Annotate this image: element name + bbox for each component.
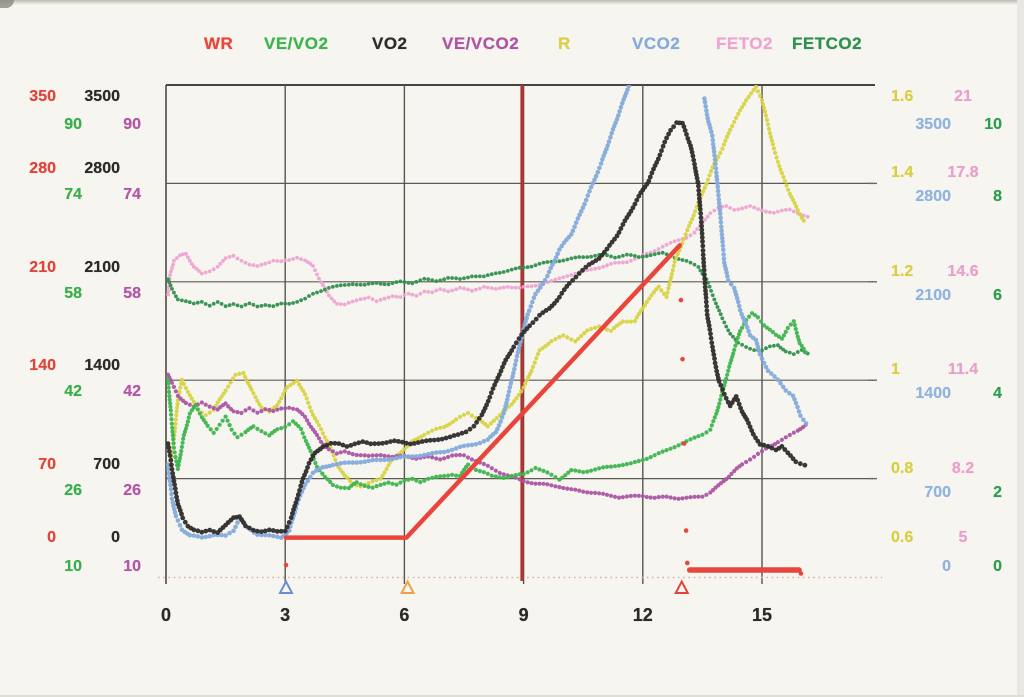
right-axis-tick-feto2: 5 xyxy=(958,529,968,546)
left-axis-tick-vevo2: 26 xyxy=(64,481,82,499)
series-wr xyxy=(283,243,804,576)
right-axis-tick-r: 1 xyxy=(891,361,900,379)
legend-item-wr: WR xyxy=(204,34,234,53)
series-fetco2 xyxy=(166,250,810,356)
legend-item-vo2: VO2 xyxy=(372,34,408,53)
scan-edge-shadow-bottom xyxy=(0,695,1024,697)
scan-edge-shadow-right xyxy=(1017,0,1024,697)
left-axis-tick-wr: 70 xyxy=(38,455,56,473)
series-feto2 xyxy=(166,204,810,307)
right-axis-tick-vco2: 0 xyxy=(942,558,951,575)
left-axis-tick-vevco2: 58 xyxy=(123,284,141,302)
left-axis-tick-vo2: 2100 xyxy=(84,258,120,276)
right-axis-tick-feto2: 11.4 xyxy=(947,361,979,379)
right-axis-tick-vco2: 2100 xyxy=(915,286,951,304)
left-axis-tick-wr: 0 xyxy=(47,529,56,546)
series-vo2 xyxy=(166,120,808,535)
left-axis-tick-vevo2: 42 xyxy=(64,383,82,401)
x-axis-tick-label: 12 xyxy=(632,605,653,625)
x-axis-tick-label: 3 xyxy=(280,605,291,625)
right-axis-tick-r: 0.8 xyxy=(891,459,914,477)
left-axis-tick-vo2: 0 xyxy=(111,529,120,546)
right-axis-tick-fetco2: 2 xyxy=(993,483,1002,501)
left-axis-tick-vo2: 700 xyxy=(93,455,120,473)
x-axis-tick-label: 0 xyxy=(160,605,171,625)
left-axis-tick-vevo2: 90 xyxy=(64,116,82,133)
left-axis-tick-vevco2: 10 xyxy=(123,558,141,575)
right-axis-tick-feto2: 8.2 xyxy=(951,459,975,477)
right-axis-tick-fetco2: 0 xyxy=(993,558,1002,575)
triangle-red-marker xyxy=(674,579,690,594)
triangle-orange-marker xyxy=(399,579,416,594)
legend-item-vevco2: VE/VCO2 xyxy=(442,34,520,53)
right-axis-tick-vco2: 2800 xyxy=(915,188,951,206)
right-axis-tick-vco2: 700 xyxy=(924,483,951,501)
legend-item-vco2: VCO2 xyxy=(632,34,681,53)
right-axis-tick-r: 1.4 xyxy=(891,164,914,182)
series-vevco2 xyxy=(166,372,808,501)
right-axis-tick-feto2: 17.8 xyxy=(947,164,979,182)
right-axis-tick-vco2: 3500 xyxy=(915,116,951,133)
series-layer xyxy=(166,85,810,576)
left-axis-tick-vo2: 3500 xyxy=(84,88,120,105)
left-axis-tick-vevo2: 74 xyxy=(64,186,82,204)
left-axis-tick-wr: 210 xyxy=(29,258,56,276)
left-axis-tick-wr: 140 xyxy=(29,357,56,375)
left-axis-tick-vevco2: 42 xyxy=(123,383,141,401)
legend-item-r: R xyxy=(558,34,571,53)
x-axis-tick-label: 6 xyxy=(399,605,410,625)
left-axis-tick-vevco2: 26 xyxy=(123,481,141,499)
series-vco2 xyxy=(166,85,809,540)
right-axis-tick-r: 0.6 xyxy=(891,529,914,546)
x-axis-tick-label: 15 xyxy=(751,605,772,625)
right-axis-tick-r: 1.2 xyxy=(891,262,914,280)
left-axis-tick-vo2: 2800 xyxy=(84,160,120,178)
left-axis-tick-wr: 350 xyxy=(29,88,56,105)
left-axis-tick-vevo2: 58 xyxy=(64,284,82,302)
left-axis-tick-wr: 280 xyxy=(29,160,56,178)
left-axis-tick-vevco2: 74 xyxy=(123,186,141,204)
scan-corner-mark xyxy=(0,0,14,8)
right-axis-tick-fetco2: 4 xyxy=(993,385,1002,403)
right-axis-tick-fetco2: 8 xyxy=(993,188,1002,206)
legend-item-vevo2: VE/VO2 xyxy=(264,34,329,53)
left-axis-tick-vevco2: 90 xyxy=(123,116,141,133)
right-axis-tick-feto2: 14.6 xyxy=(947,262,979,280)
right-axis-tick-fetco2: 6 xyxy=(993,286,1002,304)
right-axis-tick-fetco2: 10 xyxy=(984,116,1002,133)
right-axis-tick-r: 1.6 xyxy=(891,88,914,105)
x-axis-tick-label: 9 xyxy=(518,605,529,625)
left-axis-tick-vevo2: 10 xyxy=(64,558,82,575)
left-axis-tick-vo2: 1400 xyxy=(84,357,120,375)
right-axis-tick-vco2: 1400 xyxy=(915,385,951,403)
legend-item-feto2: FETO2 xyxy=(716,34,773,53)
triangle-blue-marker xyxy=(278,579,294,594)
legend-item-fetco2: FETCO2 xyxy=(792,34,863,53)
right-axis-tick-feto2: 21 xyxy=(954,88,972,105)
